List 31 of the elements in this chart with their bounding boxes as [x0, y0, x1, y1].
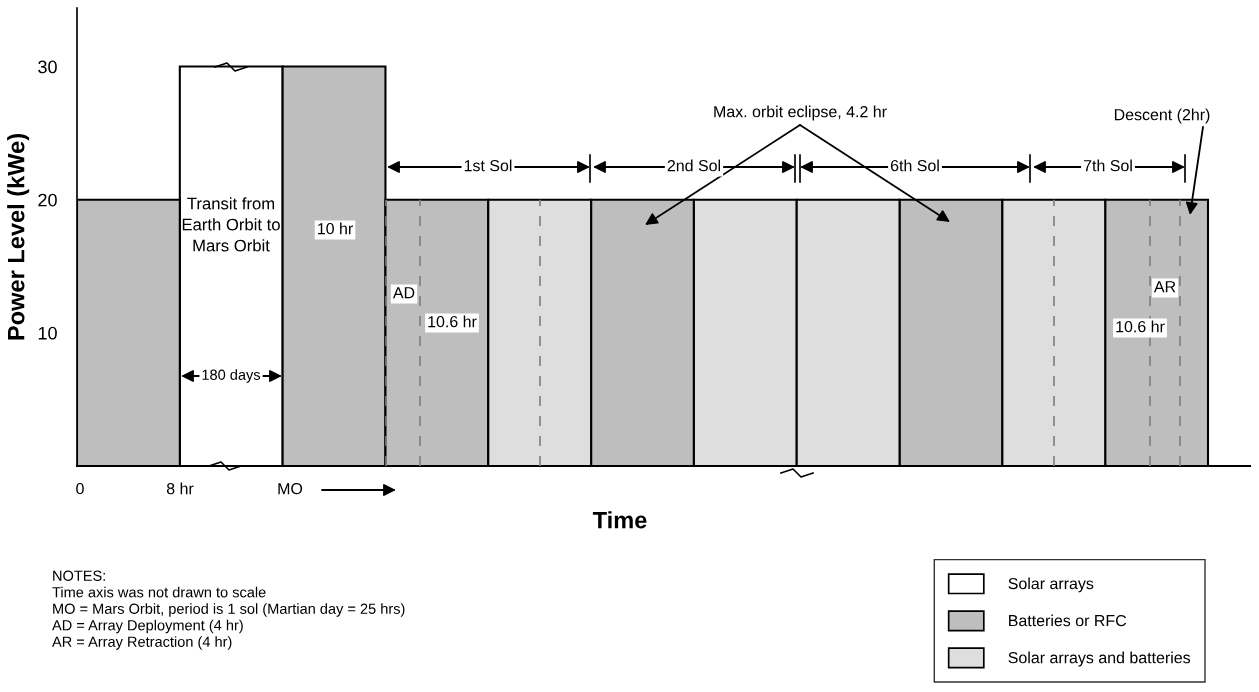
annotation: Earth Orbit to — [182, 218, 280, 231]
legend-label: Solar arrays — [1008, 577, 1094, 593]
legend-label: Batteries or RFC — [1009, 614, 1127, 627]
y-tick-label: 20 — [38, 193, 57, 207]
y-axis-title: Power Level (kWe) — [7, 134, 30, 340]
text: MO = Mars Orbit, period is 1 sol (Martian day = 25 hrs) — [53, 603, 405, 617]
x-axis-title: Time — [592, 511, 647, 529]
text: 0 — [76, 482, 84, 495]
annotation: Mars Orbit — [193, 239, 270, 252]
text: 8 hr — [166, 482, 194, 495]
text: AD = Array Deployment (4 hr) — [52, 619, 243, 634]
annotation: 10 hr — [318, 222, 353, 235]
text: MO — [278, 482, 303, 495]
annotation: Descent (2hr) — [1114, 108, 1210, 124]
y-tick-label: 30 — [38, 60, 57, 74]
text: Time axis was not drawn to scale — [52, 586, 266, 598]
annotation: AD — [392, 287, 415, 299]
annotation: 7th Sol — [1083, 159, 1132, 172]
legend-label: Solar arrays and batteries — [1008, 651, 1191, 667]
y-tick-label: 10 — [38, 326, 57, 340]
text: NOTES: — [53, 570, 105, 581]
annotation: 10.6 hr — [428, 315, 477, 328]
annotation: 6th Sol — [890, 159, 939, 172]
annotation: 1st Sol — [464, 159, 512, 172]
text: AR = Array Retraction (4 hr) — [52, 636, 232, 650]
annotation: Max. orbit eclipse, 4.2 hr — [714, 105, 887, 121]
annotation: Transit from — [187, 197, 275, 210]
annotation: 10.6 hr — [1116, 320, 1165, 333]
annotation: 2nd Sol — [667, 159, 721, 172]
annotation: AR — [1153, 281, 1176, 293]
annotation: 180 days — [202, 369, 261, 383]
